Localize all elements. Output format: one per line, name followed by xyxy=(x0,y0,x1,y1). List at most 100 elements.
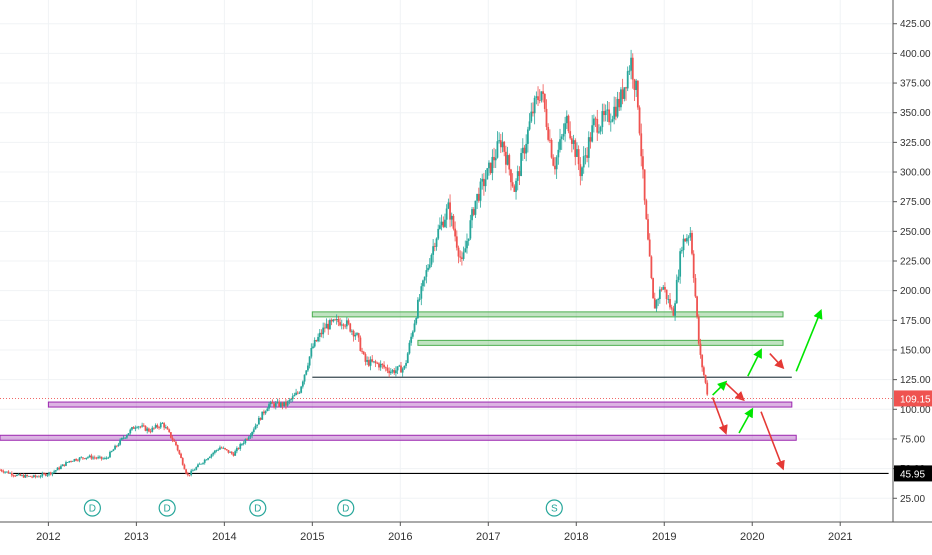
candle-body xyxy=(413,323,416,332)
candle-body xyxy=(611,119,614,122)
candle-body xyxy=(117,444,120,447)
candle-body xyxy=(337,319,340,323)
candle-body xyxy=(357,333,360,338)
event-marker[interactable]: D xyxy=(158,499,176,517)
candle-body xyxy=(428,264,431,268)
candle-body xyxy=(538,100,541,101)
candle-body xyxy=(185,469,188,474)
candle-body xyxy=(210,454,213,457)
y-tick-label: 200.00 xyxy=(900,286,931,297)
horizontal-zones xyxy=(0,311,889,475)
candle-body xyxy=(589,137,592,142)
candle-body xyxy=(555,157,558,170)
candle-body xyxy=(660,289,663,291)
candle-body xyxy=(582,156,585,168)
candle-body xyxy=(628,70,631,72)
candle-body xyxy=(442,221,445,227)
candle-body xyxy=(68,461,71,463)
candle-body xyxy=(256,424,259,426)
x-tick-label: 2015 xyxy=(300,531,324,543)
candle-body xyxy=(459,256,462,258)
x-tick-label: 2018 xyxy=(564,531,588,543)
candle-body xyxy=(161,423,164,424)
candle-body xyxy=(257,417,260,425)
candle-body xyxy=(362,351,365,355)
candle-body xyxy=(636,80,639,108)
candle-body xyxy=(701,354,704,368)
candle-body xyxy=(587,137,590,158)
candle-body xyxy=(332,319,335,322)
marked-level-label: 45.95 xyxy=(900,469,925,480)
candle-body xyxy=(119,439,122,445)
candle-body xyxy=(9,473,12,474)
candle-body xyxy=(584,155,587,157)
event-marker-circle xyxy=(83,499,101,517)
candle-body xyxy=(594,118,597,120)
candle-body xyxy=(7,471,10,474)
candle-body xyxy=(295,392,297,395)
candle-body xyxy=(308,356,311,366)
event-marker[interactable]: D xyxy=(249,499,267,517)
candle-body xyxy=(652,278,654,299)
candle-body xyxy=(371,359,374,362)
candle-body xyxy=(672,308,675,316)
candle-body xyxy=(633,79,636,91)
projection-arrows xyxy=(711,309,823,471)
candle-body xyxy=(144,425,147,431)
candle-body xyxy=(625,87,627,89)
candle-body xyxy=(496,141,499,158)
candle-body xyxy=(43,473,45,475)
candle-body xyxy=(511,182,514,187)
event-marker-label: D xyxy=(254,504,261,515)
candle-body xyxy=(406,353,409,364)
projection-arrow xyxy=(711,397,728,435)
candle-body xyxy=(570,138,573,144)
candle-body xyxy=(90,455,93,459)
y-tick-label: 75.00 xyxy=(900,434,925,445)
candle-body xyxy=(88,455,91,457)
event-marker-label: D xyxy=(342,504,349,515)
price-candles xyxy=(0,49,709,479)
candle-body xyxy=(349,323,352,332)
candle-body xyxy=(29,475,32,477)
candle-body xyxy=(322,327,325,335)
candle-body xyxy=(100,456,103,459)
candle-body xyxy=(408,342,411,354)
candle-body xyxy=(244,439,247,444)
candle-body xyxy=(692,253,695,279)
event-marker[interactable]: D xyxy=(337,499,355,517)
candle-body xyxy=(75,459,78,461)
candle-body xyxy=(696,296,698,317)
candle-body xyxy=(384,367,387,369)
candle-body xyxy=(410,336,413,343)
candle-body xyxy=(186,473,189,475)
candle-body xyxy=(41,473,44,477)
candle-body xyxy=(251,432,253,436)
y-tick-label: 425.00 xyxy=(900,19,931,30)
candle-body xyxy=(367,360,370,366)
x-tick-label: 2021 xyxy=(828,531,852,543)
candle-body xyxy=(569,131,572,139)
candle-body xyxy=(205,459,208,461)
candle-body xyxy=(675,279,678,304)
candle-body xyxy=(131,427,133,430)
candle-body xyxy=(596,118,599,133)
candle-body xyxy=(657,299,660,301)
candle-body xyxy=(508,155,511,170)
candle-body xyxy=(471,209,473,221)
candle-body xyxy=(542,91,545,94)
event-marker[interactable]: S xyxy=(545,499,563,517)
candle-body xyxy=(345,320,348,327)
candle-body xyxy=(312,346,314,349)
candle-body xyxy=(643,169,646,201)
candle-body xyxy=(609,121,612,123)
y-tick-label: 175.00 xyxy=(900,316,931,327)
candle-body xyxy=(85,457,88,459)
candle-body xyxy=(562,133,565,137)
event-marker[interactable]: D xyxy=(83,499,101,517)
candle-body xyxy=(220,447,223,449)
candle-body xyxy=(163,423,166,428)
candle-body xyxy=(474,200,477,215)
candle-body xyxy=(592,118,595,126)
